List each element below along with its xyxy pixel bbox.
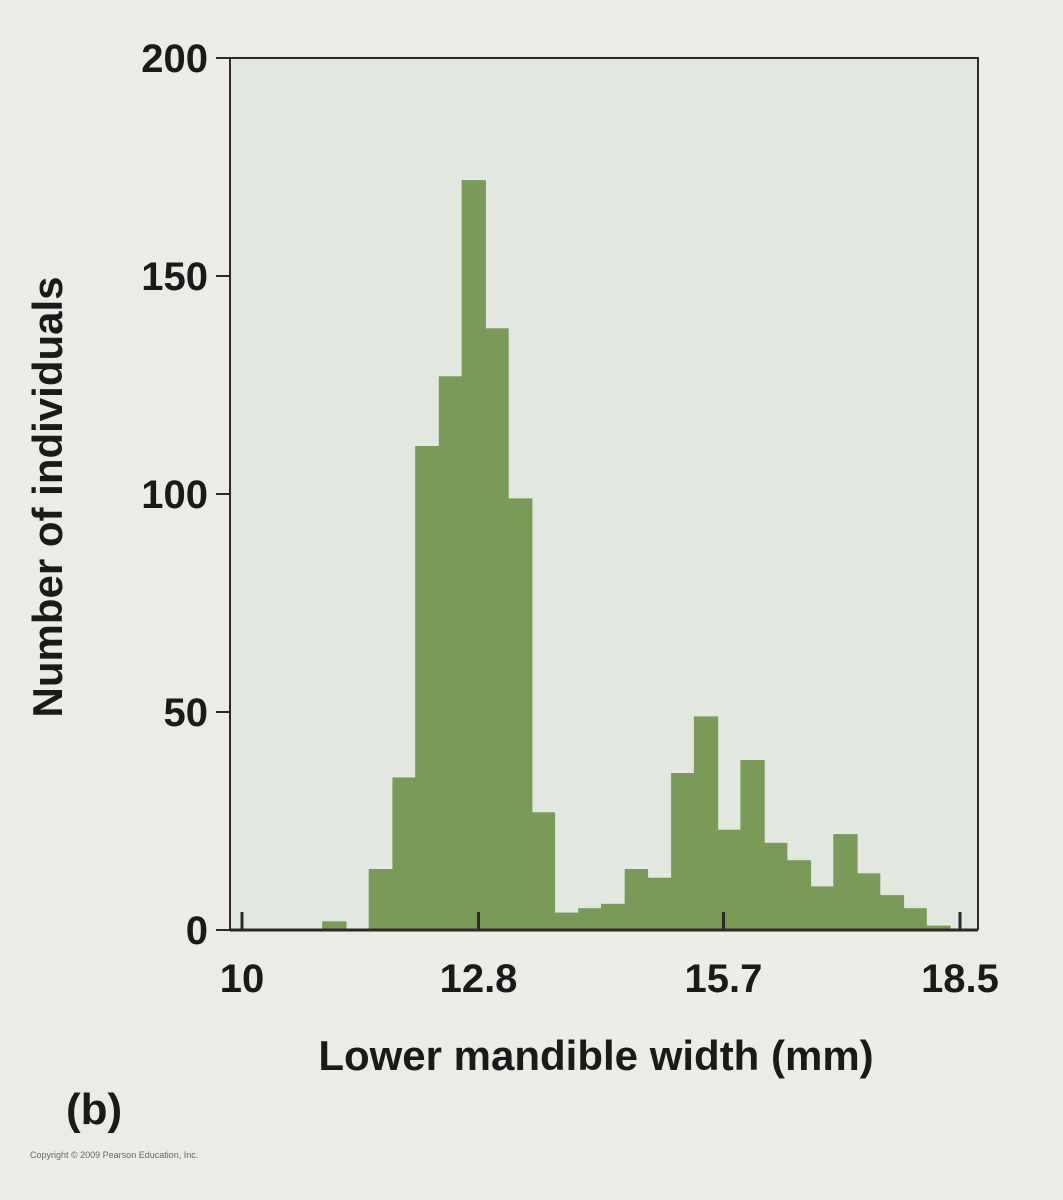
histogram-bar-6: [485, 328, 509, 930]
copyright-notice: Copyright © 2009 Pearson Education, Inc.: [30, 1150, 198, 1160]
histogram-bar-16: [717, 829, 741, 930]
x-tick-label-1: 12.8: [440, 957, 518, 1001]
x-tick-label-2: 15.7: [685, 957, 763, 1001]
histogram-bar-17: [740, 760, 765, 930]
histogram-bar-24: [903, 908, 927, 930]
histogram-bar-3: [415, 446, 440, 930]
histogram-bar-22: [856, 873, 881, 930]
histogram-bar-25: [926, 925, 951, 930]
y-axis-title: Number of individuals: [24, 276, 71, 717]
y-tick-label-0: 0: [186, 909, 208, 953]
histogram-bar-9: [554, 912, 579, 930]
x-axis-ticks: 10 12.8 15.7 18.5: [220, 912, 999, 1001]
x-tick-label-3: 18.5: [921, 957, 999, 1001]
histogram-bar-7: [508, 498, 533, 930]
panel-label: (b): [66, 1085, 122, 1134]
y-tick-label-2: 100: [141, 473, 208, 517]
x-tick-label-0: 10: [220, 957, 265, 1001]
histogram-bar-21: [833, 834, 858, 930]
histogram-bar-12: [624, 869, 649, 930]
histogram-bar-5: [461, 180, 486, 931]
histogram-bar-20: [810, 886, 834, 930]
histogram-bar-14: [671, 773, 695, 930]
histogram-bars: [322, 180, 951, 931]
histogram-bar-23: [879, 895, 905, 930]
histogram-bar-4: [438, 376, 463, 930]
histogram-bar-10: [578, 908, 602, 930]
x-axis-title: Lower mandible width (mm): [318, 1032, 873, 1079]
histogram-bar-2: [392, 777, 416, 930]
histogram-bar-8: [531, 812, 556, 930]
histogram-bar-18: [764, 842, 788, 930]
y-axis-ticks: 0 50 100 150 200: [141, 37, 230, 953]
histogram-bar-11: [601, 903, 626, 930]
plot-background: [230, 58, 978, 930]
histogram-bar-0: [322, 921, 347, 930]
y-tick-label-4: 200: [141, 37, 208, 81]
y-tick-label-3: 150: [141, 255, 208, 299]
histogram-bar-15: [693, 716, 719, 930]
histogram-bar-1: [368, 869, 393, 930]
histogram-bar-19: [786, 860, 812, 930]
y-tick-label-1: 50: [164, 691, 209, 735]
histogram-bar-13: [647, 877, 672, 930]
